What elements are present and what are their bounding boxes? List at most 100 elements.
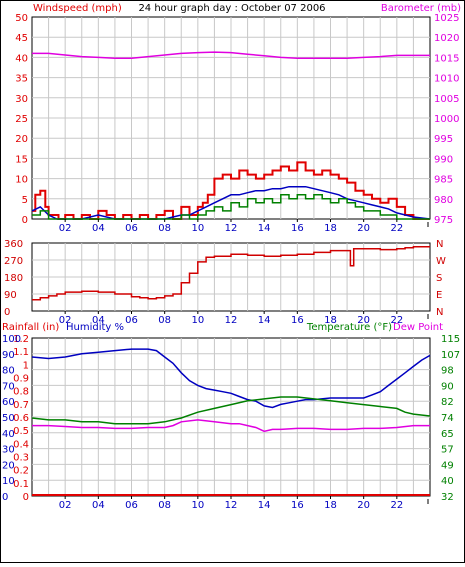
temperature-tick-label: 115 bbox=[441, 334, 460, 345]
temperature-tick-label: 82 bbox=[441, 397, 454, 408]
barometer-tick-label: 1005 bbox=[434, 94, 459, 105]
rainfall-tick-label: 0.5 bbox=[13, 426, 29, 437]
x-tick-label: 04 bbox=[92, 500, 105, 511]
x-tick-label: 10 bbox=[191, 315, 204, 326]
x-tick-label: 20 bbox=[357, 500, 370, 511]
humidity-tick-label: 0 bbox=[2, 492, 8, 503]
humidity-tick-label: 20 bbox=[2, 460, 15, 471]
humidity-tick-label: 50 bbox=[2, 413, 15, 424]
windspeed-tick-label: 5 bbox=[22, 195, 28, 206]
x-tick-label: 10 bbox=[191, 500, 204, 511]
compass-tick-label: N bbox=[436, 239, 443, 250]
temperature-tick-label: 98 bbox=[441, 366, 454, 377]
x-tick-label: 10 bbox=[191, 223, 204, 234]
windspeed-tick-label: 20 bbox=[15, 134, 28, 145]
humidity-tick-label: 100 bbox=[2, 334, 21, 345]
humidity-tick-label: 70 bbox=[2, 381, 15, 392]
compass-tick-label: S bbox=[436, 273, 442, 284]
x-tick-label: 02 bbox=[59, 500, 72, 511]
humidity-series bbox=[31, 348, 431, 496]
temperature-tick-label: 57 bbox=[441, 445, 454, 456]
x-tick-label: 22 bbox=[390, 500, 403, 511]
temperature-tick-label: 32 bbox=[441, 492, 454, 503]
humidity-tick-label: 30 bbox=[2, 445, 15, 456]
direction-tick-label: 180 bbox=[4, 273, 23, 284]
humidity-tick-label: 90 bbox=[2, 350, 15, 361]
x-tick-label: 08 bbox=[158, 223, 171, 234]
humidity-axes: 02 04 06 08 10 12 14 16 18 20 22 0 0.1 0.2 0.3 0.4 0.5 0.… bbox=[2, 334, 460, 511]
x-tick-label: 06 bbox=[125, 223, 138, 234]
x-tick-label: 06 bbox=[125, 500, 138, 511]
barometer-tick-label: 980 bbox=[434, 195, 453, 206]
windspeed-axis-label: Windspeed (mph) bbox=[33, 3, 122, 14]
wind-series bbox=[31, 51, 431, 220]
humidity-tick-label: 80 bbox=[2, 366, 15, 377]
graph-title: 24 hour graph day : October 07 2006 bbox=[138, 3, 325, 14]
x-tick-label: 02 bbox=[59, 223, 72, 234]
direction-series bbox=[32, 246, 430, 301]
rainfall-tick-label: 0.8 bbox=[13, 387, 29, 398]
x-tick-label: 20 bbox=[357, 315, 370, 326]
rainfall-tick-label: 0.6 bbox=[13, 413, 29, 424]
x-tick-label: 14 bbox=[258, 223, 271, 234]
barometer-tick-label: 1015 bbox=[434, 53, 459, 64]
barometer-tick-label: 1020 bbox=[434, 33, 459, 44]
windspeed-tick-label: 0 bbox=[22, 215, 28, 226]
temperature-tick-label: 107 bbox=[441, 350, 460, 361]
windspeed-tick-label: 10 bbox=[15, 175, 28, 186]
temperature-tick-label: 40 bbox=[441, 476, 454, 487]
humidity-tick-label: 10 bbox=[2, 476, 15, 487]
barometer-tick-label: 1000 bbox=[434, 114, 459, 125]
windspeed-tick-label: 50 bbox=[15, 13, 28, 24]
x-tick-label: 18 bbox=[324, 315, 337, 326]
compass-tick-label: W bbox=[436, 256, 446, 267]
humidity-line bbox=[31, 348, 431, 409]
temperature-tick-label: 90 bbox=[441, 381, 454, 392]
rainfall-tick-label: 0.1 bbox=[13, 479, 29, 490]
rainfall-tick-label: 0.7 bbox=[13, 400, 29, 411]
x-tick-label: 06 bbox=[125, 315, 138, 326]
rainfall-tick-label: 1.1 bbox=[13, 347, 29, 358]
rainfall-axis-label: Rainfall (in) bbox=[2, 322, 59, 333]
temperature-axis-label: Temperature (°F) bbox=[306, 322, 392, 333]
gust-line bbox=[32, 194, 430, 220]
x-tick-label: 14 bbox=[258, 500, 271, 511]
rainfall-tick-label: 0.4 bbox=[13, 439, 29, 450]
barometer-tick-label: 995 bbox=[434, 134, 453, 145]
x-tick-label: 18 bbox=[324, 500, 337, 511]
dewpoint-line bbox=[32, 419, 430, 433]
humidity-axis-label: Humidity % bbox=[66, 322, 124, 333]
barometer-tick-label: 1025 bbox=[434, 13, 459, 24]
wind-barometer-panel: 02 04 06 08 10 12 14 16 18 20 22051015202530354045… bbox=[15, 3, 461, 234]
temperature-tick-label: 65 bbox=[441, 429, 454, 440]
rainfall-tick-label: 0.2 bbox=[13, 466, 29, 477]
x-tick-label: 20 bbox=[357, 223, 370, 234]
barometer-tick-label: 990 bbox=[434, 154, 453, 165]
dewpoint-axis-label: Dew Point bbox=[393, 322, 443, 333]
x-tick-label: 16 bbox=[291, 500, 304, 511]
rainfall-tick-label: 0 bbox=[23, 492, 29, 503]
x-tick-label: 12 bbox=[225, 223, 238, 234]
x-tick-label: 04 bbox=[92, 223, 105, 234]
windspeed-line bbox=[32, 161, 430, 220]
compass-tick-label: E bbox=[436, 290, 442, 301]
x-tick-label: 16 bbox=[291, 223, 304, 234]
humidity-tick-label: 60 bbox=[2, 397, 15, 408]
x-tick-label: 14 bbox=[258, 315, 271, 326]
x-tick-label: 12 bbox=[225, 500, 238, 511]
x-tick-label: 08 bbox=[158, 500, 171, 511]
windspeed-tick-label: 25 bbox=[15, 114, 28, 125]
rainfall-tick-label: 0.3 bbox=[13, 453, 29, 464]
x-tick-label: 04 bbox=[92, 315, 105, 326]
temperature-tick-label: 49 bbox=[441, 460, 454, 471]
x-tick-label: 22 bbox=[390, 315, 403, 326]
rainfall-tick-label: 1.2 bbox=[13, 334, 29, 345]
x-tick-label: 16 bbox=[291, 315, 304, 326]
humidity-grid bbox=[32, 338, 430, 496]
rainfall-tick-label: 0.9 bbox=[13, 374, 29, 385]
windspeed-tick-label: 40 bbox=[15, 53, 28, 64]
